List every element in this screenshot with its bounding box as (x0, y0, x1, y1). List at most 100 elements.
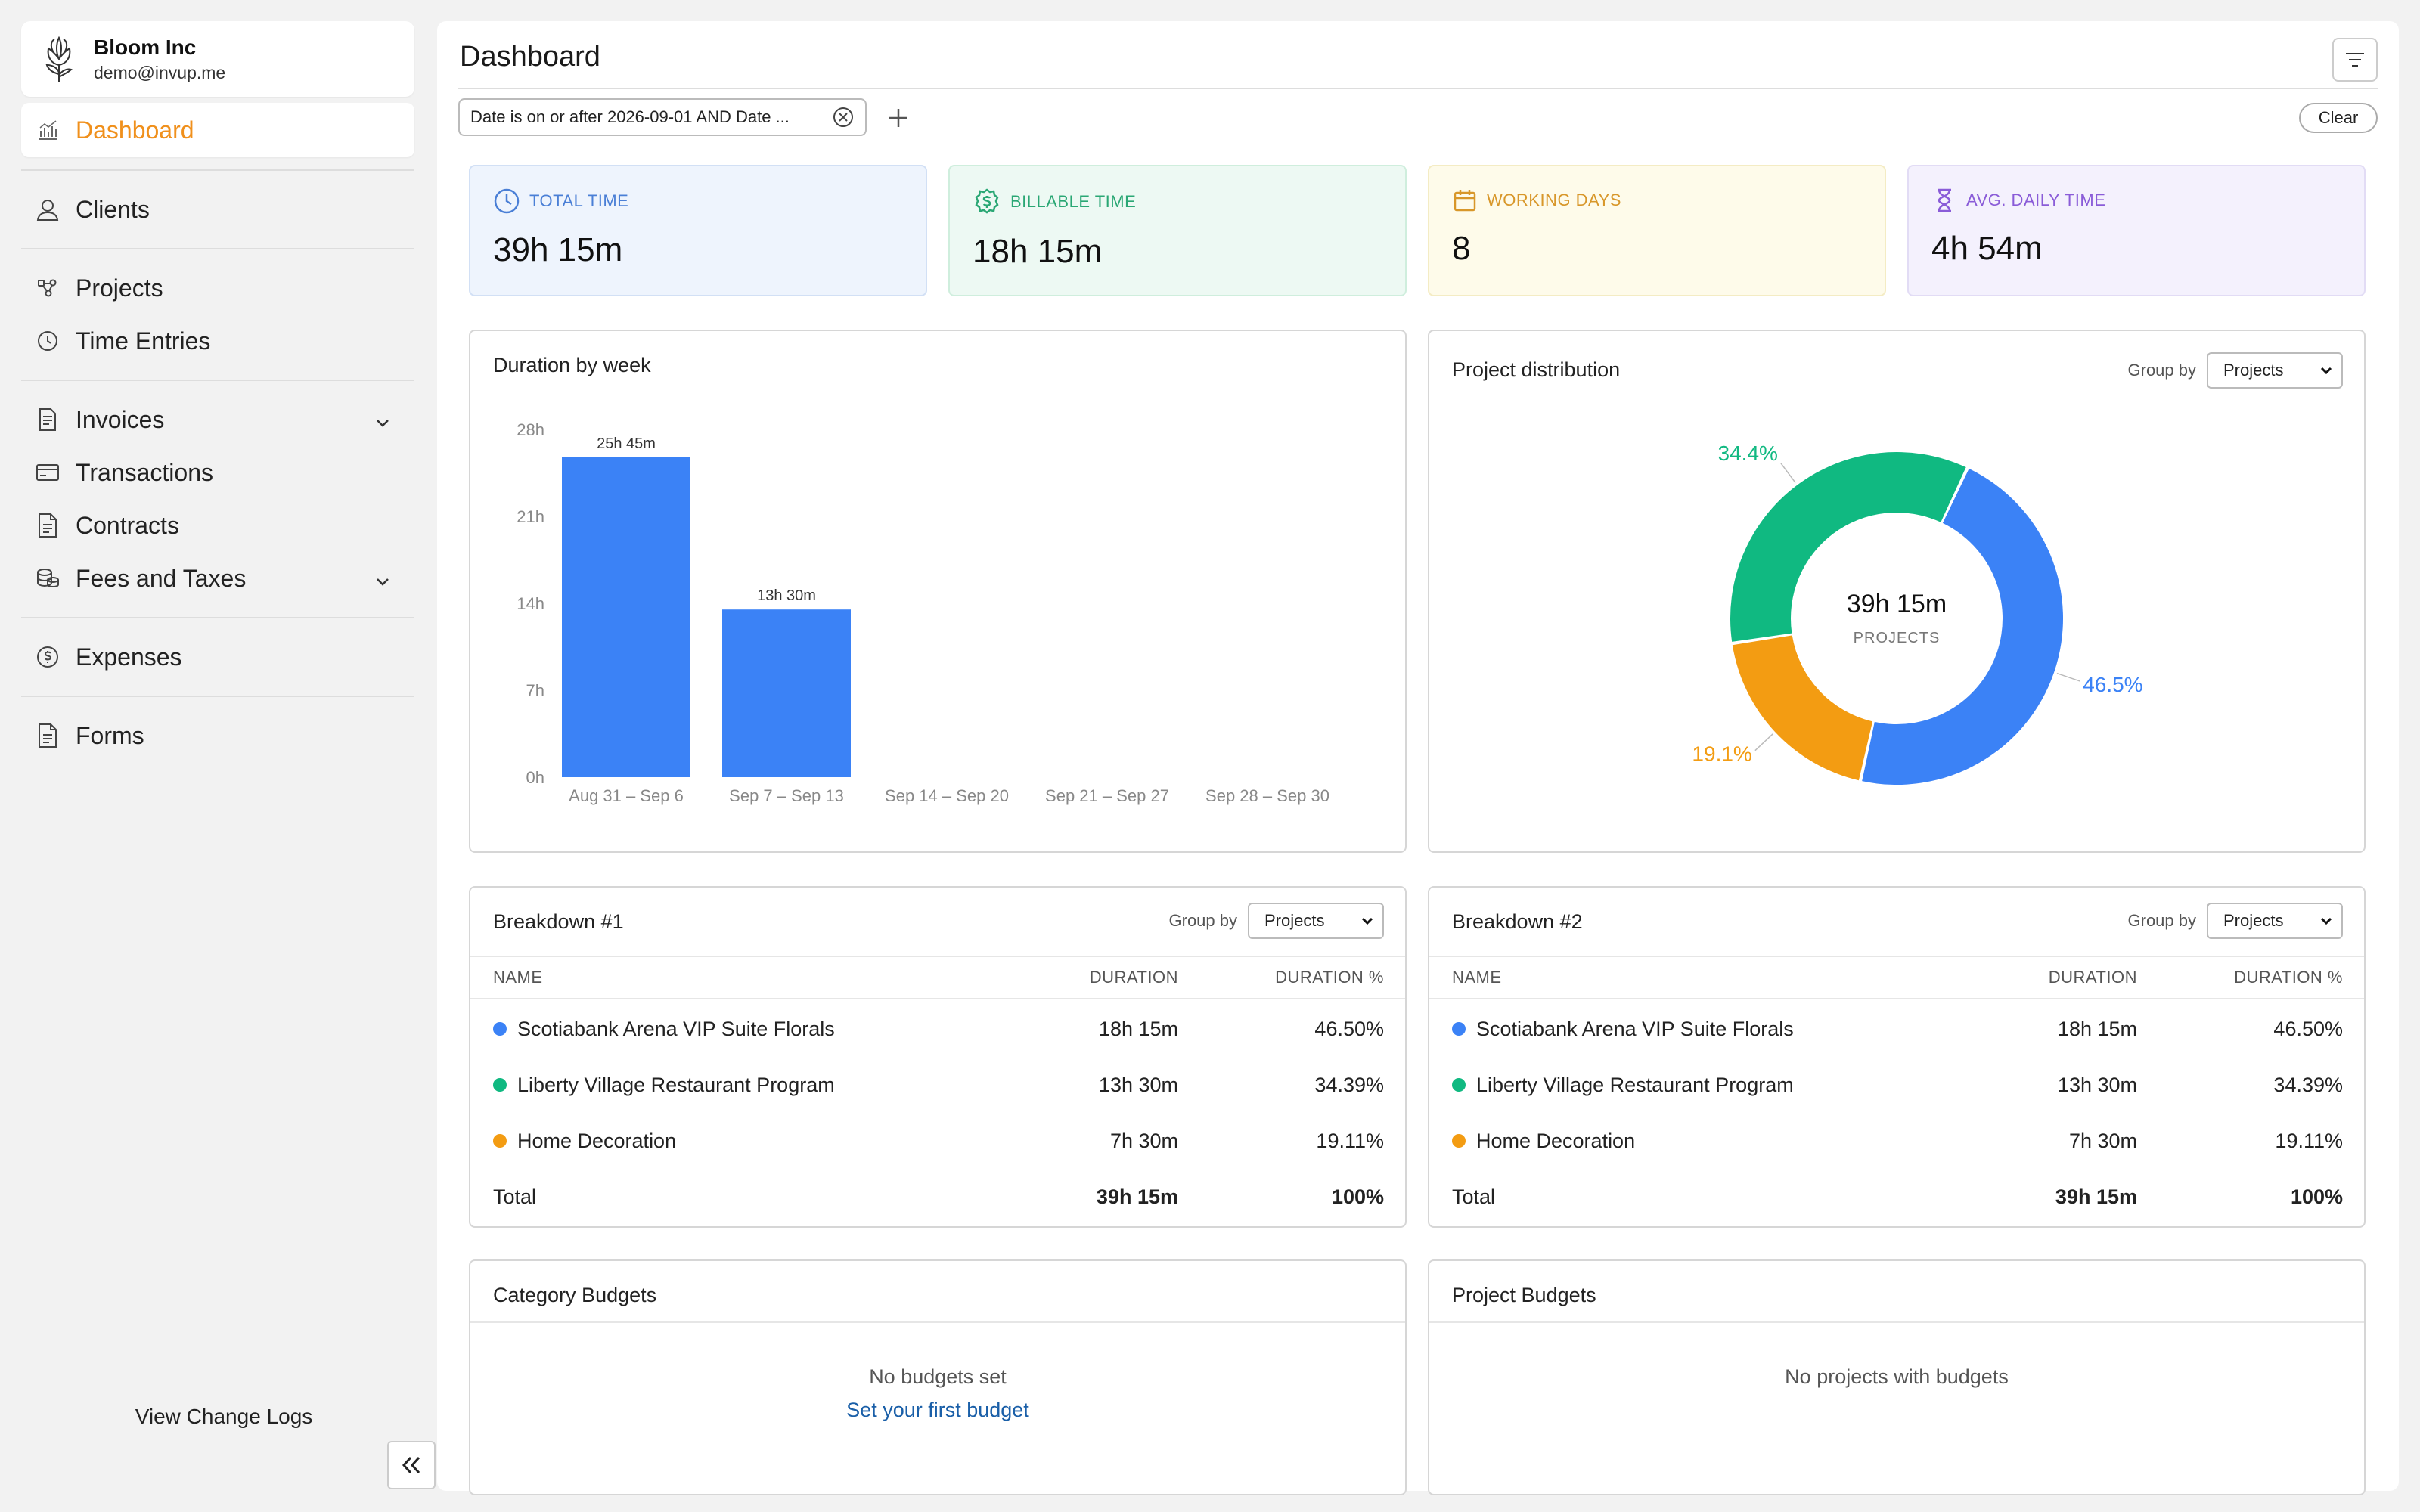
stat-label: AVG. DAILY TIME (1966, 191, 2106, 209)
nav-item-expenses[interactable]: Expenses (21, 631, 414, 683)
group-by-select[interactable]: Projects (2207, 352, 2343, 389)
filter-menu-button[interactable] (2332, 38, 2378, 82)
divider (21, 696, 414, 697)
total-label: Total (1452, 1185, 1496, 1208)
stat-value: 4h 54m (1931, 230, 2043, 267)
bar (562, 457, 690, 777)
plus-icon (889, 109, 908, 127)
nav-item-contracts[interactable]: Contracts (21, 499, 414, 552)
sidebar: Bloom Inc demo@invup.me Dashboard Client… (21, 21, 436, 1491)
empty-state-text: No budgets set (869, 1365, 1007, 1388)
row-duration: 18h 15m (1098, 1017, 1178, 1040)
card-title: Duration by week (493, 354, 651, 376)
collapse-sidebar-button[interactable] (387, 1441, 436, 1489)
table-row[interactable]: Home Decoration 7h 30m 19.11% (1429, 1113, 2364, 1169)
y-tick-label: 21h (517, 507, 544, 526)
x-tick-label: Sep 14 – Sep 20 (885, 786, 1009, 805)
nav-label: Contracts (76, 511, 179, 539)
color-dot (1452, 1134, 1466, 1148)
leader-line (1780, 463, 1796, 483)
row-pct: 46.50% (1314, 1017, 1384, 1040)
y-tick-label: 28h (517, 420, 544, 439)
company-switcher[interactable]: Bloom Inc demo@invup.me (21, 21, 414, 97)
project-budgets-card: Project Budgets No projects with budgets (1428, 1259, 2366, 1495)
company-email: demo@invup.me (94, 62, 226, 82)
filter-chip[interactable]: Date is on or after 2026-09-01 AND Date … (458, 98, 867, 136)
col-duration-pct: DURATION % (2234, 968, 2343, 987)
main-nav: Dashboard Clients Projects Time Entries (21, 103, 414, 762)
row-name: Liberty Village Restaurant Program (1476, 1073, 1794, 1096)
row-duration: 13h 30m (1098, 1073, 1178, 1096)
donut-center-value: 39h 15m (1847, 590, 1947, 618)
page-title: Dashboard (460, 41, 600, 73)
row-duration: 7h 30m (2068, 1129, 2137, 1152)
row-name: Home Decoration (1476, 1129, 1636, 1152)
leader-line (1754, 733, 1773, 751)
nav-item-time-entries[interactable]: Time Entries (21, 314, 414, 367)
filter-chip-text: Date is on or after 2026-09-01 AND Date … (470, 107, 790, 126)
nav-item-invoices[interactable]: Invoices (21, 393, 414, 446)
chevron-down-icon[interactable] (374, 569, 392, 587)
stat-label: WORKING DAYS (1487, 191, 1621, 209)
y-tick-label: 0h (526, 768, 544, 787)
nav-item-transactions[interactable]: Transactions (21, 446, 414, 499)
invoice-icon (35, 407, 60, 432)
card-title: Breakdown #2 (1452, 910, 1583, 933)
table-header: NAME DURATION DURATION % (470, 956, 1405, 999)
clear-filters-button[interactable]: Clear (2299, 103, 2378, 133)
hourglass-icon (1938, 188, 1951, 212)
group-by-select[interactable]: Projects (2207, 903, 2343, 939)
duration-bar-chart: 28h 21h 14h 7h 0h 25h 45m Aug 31 – Sep 6 13h 30… (517, 420, 1329, 805)
nav-item-fees-taxes[interactable]: Fees and Taxes (21, 552, 414, 605)
table-row[interactable]: Scotiabank Arena VIP Suite Florals 18h 1… (1429, 1001, 2364, 1057)
project-distribution-card: Project distribution Group by Projects 4… (1428, 330, 2366, 853)
table-row[interactable]: Liberty Village Restaurant Program 13h 3… (1429, 1057, 2364, 1113)
total-duration: 39h 15m (2055, 1185, 2137, 1208)
col-duration-pct: DURATION % (1275, 968, 1384, 987)
row-name: Scotiabank Arena VIP Suite Florals (517, 1017, 835, 1040)
col-name: NAME (1452, 968, 1502, 987)
chevron-down-icon (1361, 917, 1373, 925)
empty-state-text: No projects with budgets (1785, 1365, 2009, 1388)
nav-item-dashboard[interactable]: Dashboard (21, 103, 414, 157)
divider (21, 248, 414, 249)
color-dot (493, 1134, 507, 1148)
chevron-down-icon[interactable] (374, 410, 392, 428)
stat-value: 18h 15m (973, 233, 1103, 270)
bar-chart-icon (35, 117, 60, 143)
table-row[interactable]: Liberty Village Restaurant Program 13h 3… (470, 1057, 1405, 1113)
bar (722, 609, 851, 777)
dollar-circle-icon (35, 644, 60, 670)
remove-filter-icon[interactable] (832, 106, 855, 129)
nav-item-projects[interactable]: Projects (21, 262, 414, 314)
nav-label: Time Entries (76, 327, 211, 355)
row-name: Home Decoration (517, 1129, 677, 1152)
total-duration: 39h 15m (1096, 1185, 1178, 1208)
nav-item-forms[interactable]: Forms (21, 709, 414, 762)
add-filter-button[interactable] (882, 101, 915, 135)
nav-label: Projects (76, 274, 163, 302)
card-icon (35, 460, 60, 485)
table-row[interactable]: Scotiabank Arena VIP Suite Florals 18h 1… (470, 1001, 1405, 1057)
slice-label: 34.4% (1718, 442, 1778, 465)
divider (21, 169, 414, 171)
set-first-budget-link[interactable]: Set your first budget (846, 1399, 1029, 1421)
view-change-logs-link[interactable]: View Change Logs (135, 1405, 313, 1428)
x-tick-label: Sep 7 – Sep 13 (729, 786, 844, 805)
clock-icon (35, 328, 60, 354)
card-title: Project distribution (1452, 358, 1621, 381)
row-pct: 34.39% (1314, 1073, 1384, 1096)
nav-item-clients[interactable]: Clients (21, 183, 414, 236)
nav-label: Transactions (76, 458, 213, 486)
project-donut-chart: 46.5% 19.1% 34.4% 39h 15m PROJECTS (1692, 442, 2143, 785)
row-name: Liberty Village Restaurant Program (517, 1073, 835, 1096)
group-by-label: Group by (2127, 911, 2197, 930)
leader-line (2056, 672, 2080, 682)
flower-logo-icon (38, 35, 80, 83)
total-label: Total (493, 1185, 537, 1208)
group-by-select[interactable]: Projects (1248, 903, 1384, 939)
nav-label: Expenses (76, 643, 182, 671)
table-row[interactable]: Home Decoration 7h 30m 19.11% (470, 1113, 1405, 1169)
select-value: Projects (2223, 361, 2284, 380)
donut-center-label: PROJECTS (1854, 630, 1941, 646)
